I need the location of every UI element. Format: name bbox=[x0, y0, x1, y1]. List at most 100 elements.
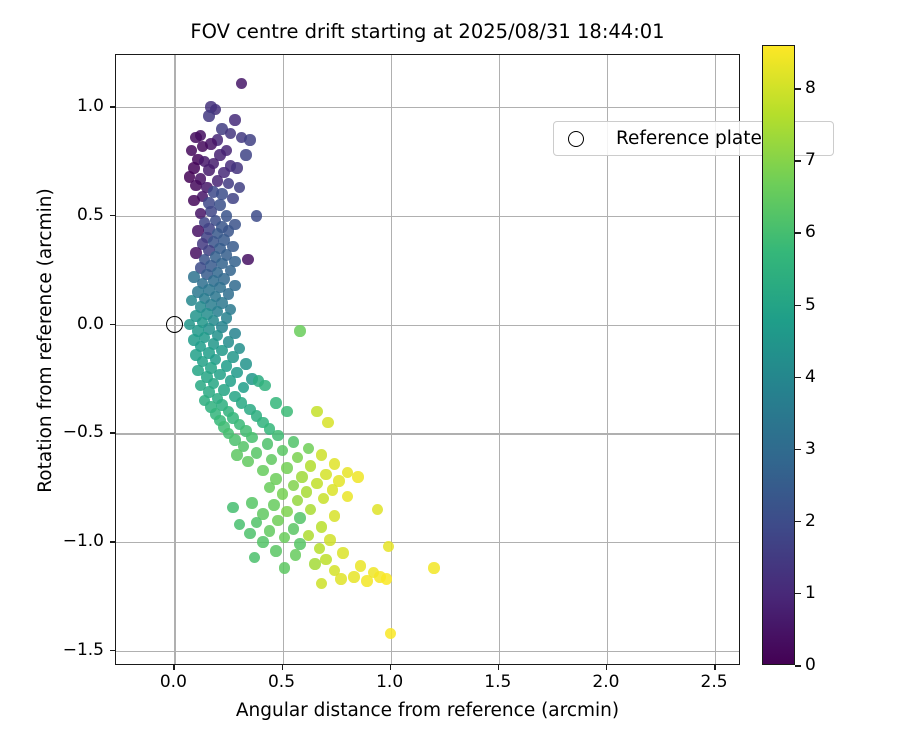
scatter-point bbox=[270, 473, 282, 485]
scatter-point bbox=[214, 414, 226, 427]
scatter-point bbox=[190, 247, 202, 259]
scatter-point bbox=[192, 325, 204, 337]
scatter-point bbox=[205, 260, 217, 272]
scatter-point bbox=[371, 503, 384, 516]
scatter-point bbox=[281, 505, 293, 518]
scatter-point bbox=[203, 110, 215, 122]
scatter-point bbox=[287, 479, 300, 492]
scatter-point bbox=[201, 181, 213, 194]
scatter-point bbox=[196, 277, 209, 290]
scatter-point bbox=[203, 323, 215, 335]
scatter-point bbox=[291, 451, 304, 463]
colorbar-tick-label: 7 bbox=[805, 150, 816, 171]
colorbar-tick-mark bbox=[795, 304, 801, 307]
scatter-point bbox=[205, 138, 217, 150]
scatter-point bbox=[235, 77, 248, 90]
scatter-point bbox=[194, 340, 207, 353]
scatter-point bbox=[229, 390, 241, 403]
scatter-point bbox=[203, 197, 215, 209]
scatter-point bbox=[328, 458, 341, 470]
plot-axes: Reference platepar bbox=[115, 54, 834, 665]
scatter-point bbox=[224, 375, 237, 387]
scatter-point bbox=[227, 351, 239, 363]
scatter-point bbox=[190, 179, 202, 192]
scatter-point bbox=[185, 294, 198, 307]
scatter-point bbox=[214, 368, 226, 381]
scatter-point bbox=[259, 379, 271, 392]
scatter-point bbox=[224, 303, 237, 316]
scatter-point bbox=[216, 321, 228, 333]
scatter-point bbox=[263, 481, 276, 494]
scatter-point bbox=[235, 397, 248, 409]
scatter-point bbox=[222, 405, 235, 418]
scatter-point bbox=[272, 429, 284, 442]
scatter-point bbox=[205, 205, 217, 218]
page-title: FOV centre drift starting at 2025/08/31 … bbox=[190, 20, 665, 43]
scatter-point bbox=[201, 308, 213, 320]
scatter-point bbox=[207, 275, 220, 287]
scatter-point bbox=[205, 401, 217, 413]
scatter-point bbox=[304, 503, 317, 516]
scatter-point bbox=[209, 251, 222, 263]
y-tick-mark bbox=[110, 323, 115, 326]
x-tick-mark bbox=[173, 665, 175, 670]
scatter-point bbox=[322, 416, 334, 429]
scatter-point bbox=[203, 347, 215, 359]
scatter-point bbox=[198, 292, 211, 305]
scatter-point bbox=[220, 312, 233, 324]
scatter-point bbox=[276, 444, 289, 457]
x-tick-label: 1.5 bbox=[484, 672, 512, 692]
scatter-point bbox=[190, 131, 202, 144]
scatter-point bbox=[244, 134, 256, 146]
scatter-point bbox=[222, 225, 235, 237]
scatter-point bbox=[304, 460, 317, 472]
scatter-plot-area bbox=[116, 55, 739, 664]
x-tick-mark bbox=[389, 665, 392, 670]
scatter-point bbox=[309, 558, 321, 570]
scatter-point bbox=[209, 103, 222, 116]
scatter-point bbox=[220, 144, 233, 157]
scatter-point bbox=[207, 157, 220, 170]
scatter-point bbox=[214, 199, 226, 211]
scatter-point bbox=[203, 223, 215, 235]
scatter-point bbox=[382, 540, 395, 553]
scatter-point bbox=[300, 486, 313, 498]
scatter-point bbox=[257, 416, 269, 429]
colorbar-tick-mark bbox=[795, 665, 801, 667]
scatter-point bbox=[311, 477, 323, 490]
y-tick-mark bbox=[110, 432, 115, 434]
scatter-point bbox=[348, 571, 360, 583]
y-tick-label: 0.0 bbox=[76, 313, 104, 334]
scatter-point bbox=[185, 144, 198, 157]
scatter-point bbox=[198, 394, 211, 407]
y-tick-label: −1.5 bbox=[62, 639, 104, 660]
scatter-point bbox=[337, 547, 349, 559]
scatter-point bbox=[218, 234, 230, 246]
scatter-point bbox=[302, 529, 315, 542]
scatter-point bbox=[192, 286, 204, 298]
scatter-point bbox=[289, 549, 302, 561]
scatter-point bbox=[209, 353, 222, 366]
gridline-vertical bbox=[390, 55, 392, 664]
y-tick-mark bbox=[110, 106, 115, 108]
colorbar bbox=[762, 45, 795, 665]
scatter-point bbox=[294, 325, 306, 337]
scatter-point bbox=[229, 279, 241, 292]
y-tick-label: −0.5 bbox=[62, 422, 104, 443]
scatter-point bbox=[220, 360, 233, 372]
scatter-point bbox=[188, 162, 200, 174]
scatter-point bbox=[218, 384, 230, 396]
scatter-point bbox=[216, 221, 228, 233]
gridline-horizontal bbox=[116, 215, 739, 218]
colorbar-gradient bbox=[763, 46, 794, 664]
scatter-point bbox=[231, 366, 243, 379]
scatter-point bbox=[188, 271, 200, 283]
scatter-point bbox=[233, 342, 246, 355]
scatter-point bbox=[222, 427, 235, 440]
scatter-point bbox=[250, 447, 263, 459]
scatter-point bbox=[194, 379, 207, 392]
scatter-point bbox=[194, 173, 207, 185]
scatter-point bbox=[320, 468, 332, 481]
reference-platepar-marker bbox=[165, 316, 183, 334]
scatter-point bbox=[341, 490, 354, 503]
